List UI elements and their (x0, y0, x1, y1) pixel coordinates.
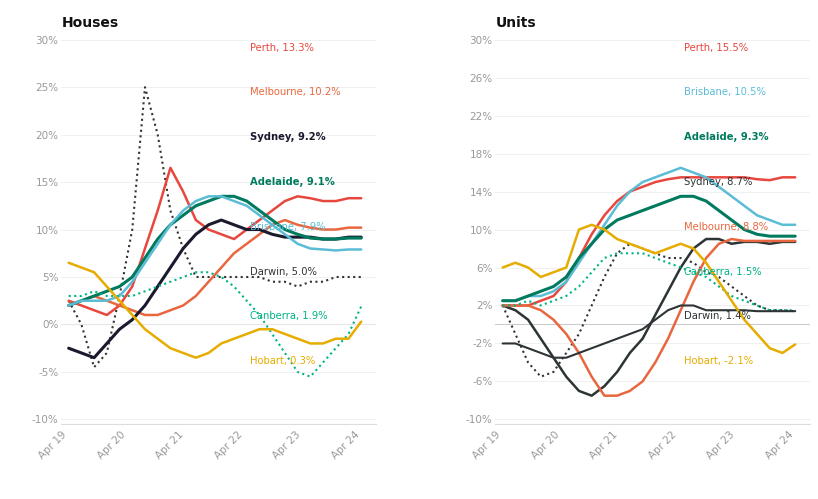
Text: Sydney, 9.2%: Sydney, 9.2% (250, 132, 326, 142)
Text: Houses: Houses (61, 15, 119, 29)
Text: Brisbane, 7.9%: Brisbane, 7.9% (250, 222, 326, 232)
Text: Darwin, 5.0%: Darwin, 5.0% (250, 266, 317, 276)
Text: Perth, 15.5%: Perth, 15.5% (684, 43, 748, 53)
Text: Canberra, 1.5%: Canberra, 1.5% (684, 266, 762, 276)
Text: Darwin, 1.4%: Darwin, 1.4% (684, 311, 751, 321)
Text: Brisbane, 10.5%: Brisbane, 10.5% (684, 87, 766, 97)
Text: Melbourne, 10.2%: Melbourne, 10.2% (250, 87, 340, 97)
Text: Sydney, 8.7%: Sydney, 8.7% (684, 177, 753, 187)
Text: Hobart, 0.3%: Hobart, 0.3% (250, 356, 315, 366)
Text: Units: Units (496, 15, 536, 29)
Text: Canberra, 1.9%: Canberra, 1.9% (250, 311, 328, 321)
Text: Adelaide, 9.3%: Adelaide, 9.3% (684, 132, 769, 142)
Text: Hobart, -2.1%: Hobart, -2.1% (684, 356, 753, 366)
Text: Perth, 13.3%: Perth, 13.3% (250, 43, 314, 53)
Text: Melbourne, 8.8%: Melbourne, 8.8% (684, 222, 768, 232)
Text: Adelaide, 9.1%: Adelaide, 9.1% (250, 177, 335, 187)
